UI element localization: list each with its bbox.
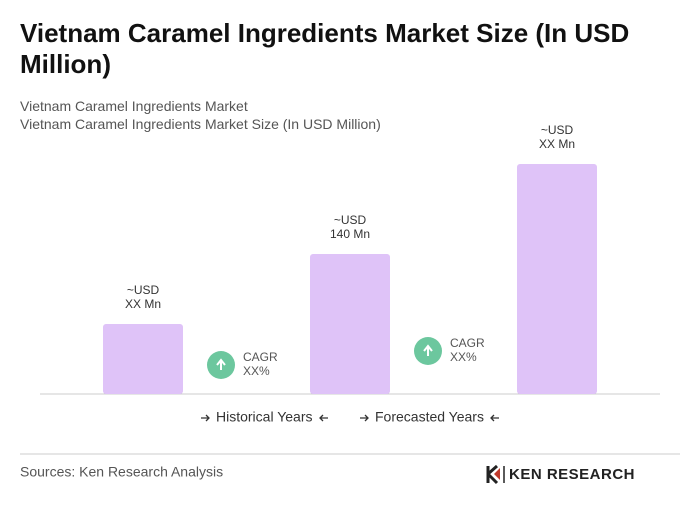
chart-title: Vietnam Caramel Ingredients Market Size … <box>20 18 630 79</box>
value-label: ~USD <box>541 123 574 137</box>
value-label: XX Mn <box>125 297 161 311</box>
cagr-label: XX% <box>450 350 477 364</box>
bar <box>310 254 390 394</box>
cagr-label: CAGR <box>243 350 278 364</box>
cagr-label: XX% <box>243 364 270 378</box>
subtitle: Vietnam Caramel Ingredients Market <box>20 98 248 114</box>
logo-text: KEN RESEARCH <box>509 466 635 483</box>
value-label: ~USD <box>334 213 367 227</box>
value-label: 140 Mn <box>330 227 370 241</box>
cagr-arrow <box>216 358 226 370</box>
value-label: ~USD <box>127 283 160 297</box>
value-label: XX Mn <box>539 137 575 151</box>
cagr-arrow <box>423 344 433 356</box>
bar <box>517 164 597 394</box>
logo-icon <box>486 464 505 485</box>
bar <box>103 324 183 394</box>
legend-label: Forecasted Years <box>375 409 484 425</box>
legend-arrow <box>360 414 369 422</box>
legend-arrow <box>201 414 210 422</box>
subtitle: Vietnam Caramel Ingredients Market Size … <box>20 116 381 132</box>
legend-arrow <box>490 414 499 422</box>
legend-label: Historical Years <box>216 409 313 425</box>
legend-arrow <box>319 414 328 422</box>
cagr-label: CAGR <box>450 336 485 350</box>
source: Sources: Ken Research Analysis <box>20 464 223 480</box>
